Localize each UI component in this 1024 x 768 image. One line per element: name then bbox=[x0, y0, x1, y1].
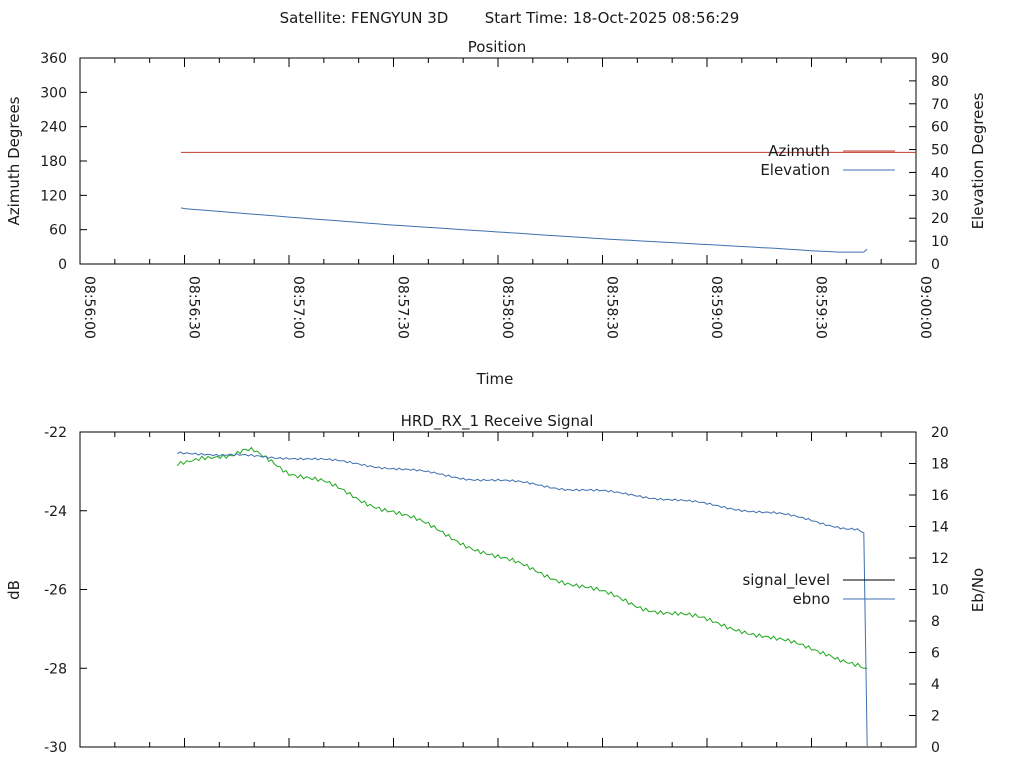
receive-signal-y2-tick-label: 12 bbox=[931, 551, 949, 567]
receive-signal-y-tick-label: -24 bbox=[44, 504, 67, 520]
position-y-tick-label: 300 bbox=[40, 85, 67, 101]
receive-signal-y-axis-label: dB bbox=[5, 580, 23, 600]
ebno-series-line bbox=[177, 451, 868, 748]
position-y2-tick-label: 80 bbox=[931, 74, 949, 90]
position-y2-tick-label: 40 bbox=[931, 165, 949, 181]
receive-signal-y-tick-label: -30 bbox=[44, 740, 67, 756]
signal-level-series-line bbox=[177, 446, 868, 669]
position-y2-tick-label: 10 bbox=[931, 234, 949, 250]
receive-signal-y2-tick-label: 14 bbox=[931, 520, 949, 536]
legend-ebno-label: ebno bbox=[793, 590, 830, 608]
position-y-tick-label: 0 bbox=[58, 257, 67, 273]
legend-azimuth-label: Azimuth bbox=[768, 142, 830, 160]
position-y-tick-label: 60 bbox=[49, 223, 67, 239]
legend-elevation-label: Elevation bbox=[760, 161, 830, 179]
receive-signal-chart-title: HRD_RX_1 Receive Signal bbox=[401, 412, 594, 431]
receive-signal-y2-tick-label: 10 bbox=[931, 583, 949, 599]
position-y2-tick-label: 70 bbox=[931, 97, 949, 113]
position-x-tick-label: 08:58:00 bbox=[499, 276, 515, 339]
position-y-tick-label: 180 bbox=[40, 154, 67, 170]
elevation-series-line bbox=[180, 207, 868, 253]
position-y-tick-label: 120 bbox=[40, 188, 67, 204]
position-x-tick-label: 08:57:00 bbox=[290, 276, 306, 339]
position-y2-ticks: 0 10 20 30 40 50 60 70 80 90 bbox=[909, 51, 949, 273]
position-y2-tick-label: 30 bbox=[931, 188, 949, 204]
position-x-tick-label: 09:00:00 bbox=[917, 276, 933, 339]
receive-signal-y-ticks: -30 -28 -26 -24 -22 bbox=[44, 425, 87, 756]
receive-signal-y2-tick-label: 0 bbox=[931, 740, 940, 756]
receive-signal-y2-axis-label: Eb/No bbox=[969, 568, 987, 612]
receive-signal-x-ticks bbox=[79, 432, 917, 747]
position-x-tick-label: 08:58:30 bbox=[604, 276, 620, 339]
satellite-label: Satellite: FENGYUN 3D bbox=[280, 9, 449, 27]
receive-signal-series bbox=[177, 446, 868, 748]
position-y2-axis-label: Elevation Degrees bbox=[969, 92, 987, 229]
position-x-tick-label: 08:59:00 bbox=[708, 276, 724, 339]
position-y2-tick-label: 50 bbox=[931, 143, 949, 159]
position-y2-tick-label: 60 bbox=[931, 120, 949, 136]
position-y-tick-label: 240 bbox=[40, 120, 67, 136]
position-y2-tick-label: 90 bbox=[931, 51, 949, 67]
receive-signal-y2-ticks: 0 2 4 6 8 10 12 14 16 18 20 bbox=[909, 425, 949, 756]
position-x-tick-label: 08:56:00 bbox=[81, 276, 97, 339]
position-x-tick-label: 08:56:30 bbox=[186, 276, 202, 339]
position-series bbox=[180, 151, 916, 253]
position-x-tick-label: 08:59:30 bbox=[813, 276, 829, 339]
legend-signal-level-label: signal_level bbox=[742, 571, 830, 590]
start-time-label: Start Time: 18-Oct-2025 08:56:29 bbox=[485, 9, 740, 27]
position-y-ticks: 0 60 120 180 240 300 360 bbox=[40, 51, 87, 273]
receive-signal-y2-tick-label: 8 bbox=[931, 614, 940, 630]
position-y2-tick-label: 20 bbox=[931, 211, 949, 227]
receive-signal-y2-tick-label: 2 bbox=[931, 709, 940, 725]
receive-signal-y2-tick-label: 4 bbox=[931, 677, 940, 693]
position-x-axis-label: Time bbox=[476, 370, 514, 388]
position-x-tick-label: 08:57:30 bbox=[395, 276, 411, 339]
receive-signal-y2-tick-label: 20 bbox=[931, 425, 949, 441]
position-y-axis-label: Azimuth Degrees bbox=[5, 96, 23, 225]
receive-signal-y2-tick-label: 18 bbox=[931, 457, 949, 473]
position-y2-tick-label: 0 bbox=[931, 257, 940, 273]
receive-signal-y2-tick-label: 16 bbox=[931, 488, 949, 504]
receive-signal-y-tick-label: -28 bbox=[44, 661, 67, 677]
position-chart: Position 08:56:00 08:56:30 08:57:00 08:57:3… bbox=[5, 38, 987, 388]
position-y-tick-label: 360 bbox=[40, 51, 67, 67]
position-chart-title: Position bbox=[468, 38, 526, 56]
receive-signal-y-tick-label: -26 bbox=[44, 583, 67, 599]
position-x-ticks: 08:56:00 08:56:30 08:57:00 08:57:30 08:58:00… bbox=[79, 58, 933, 339]
receive-signal-y2-tick-label: 6 bbox=[931, 646, 940, 662]
receive-signal-y-tick-label: -22 bbox=[44, 425, 67, 441]
receive-signal-chart: HRD_RX_1 Receive Signal -30-28-26-24-22 … bbox=[5, 412, 987, 756]
